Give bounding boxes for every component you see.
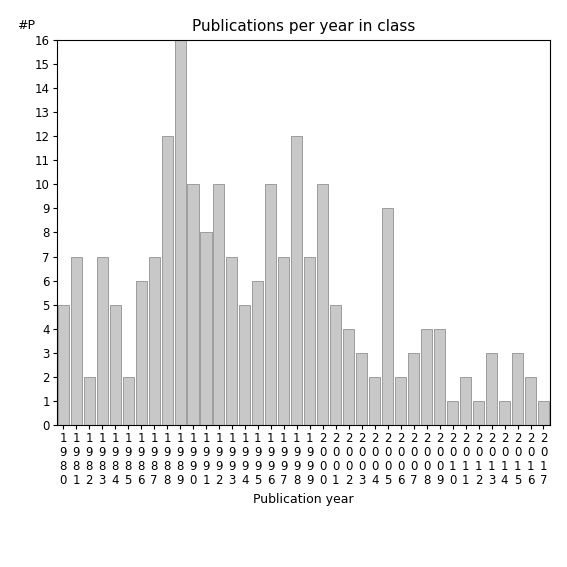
Bar xyxy=(356,353,367,425)
Bar xyxy=(512,353,523,425)
Bar xyxy=(486,353,497,425)
Bar xyxy=(188,184,198,425)
Bar xyxy=(304,256,315,425)
Bar xyxy=(499,401,510,425)
X-axis label: Publication year: Publication year xyxy=(253,493,354,506)
Bar xyxy=(369,377,380,425)
Bar xyxy=(213,184,225,425)
Bar xyxy=(434,329,445,425)
Bar xyxy=(201,232,211,425)
Bar xyxy=(136,281,147,425)
Bar xyxy=(408,353,419,425)
Bar xyxy=(109,305,121,425)
Title: Publications per year in class: Publications per year in class xyxy=(192,19,415,35)
Bar xyxy=(395,377,406,425)
Bar xyxy=(149,256,159,425)
Bar xyxy=(162,136,172,425)
Bar xyxy=(71,256,82,425)
Bar xyxy=(122,377,134,425)
Bar xyxy=(291,136,302,425)
Bar xyxy=(226,256,238,425)
Bar xyxy=(473,401,484,425)
Bar xyxy=(447,401,458,425)
Bar xyxy=(278,256,289,425)
Text: #P: #P xyxy=(17,19,35,32)
Bar xyxy=(265,184,276,425)
Bar xyxy=(84,377,95,425)
Bar xyxy=(343,329,354,425)
Bar xyxy=(252,281,264,425)
Bar xyxy=(421,329,432,425)
Bar xyxy=(175,40,185,425)
Bar xyxy=(239,305,251,425)
Bar xyxy=(382,208,393,425)
Bar xyxy=(96,256,108,425)
Bar xyxy=(58,305,69,425)
Bar xyxy=(318,184,328,425)
Bar xyxy=(538,401,549,425)
Bar xyxy=(525,377,536,425)
Bar xyxy=(331,305,341,425)
Bar xyxy=(460,377,471,425)
